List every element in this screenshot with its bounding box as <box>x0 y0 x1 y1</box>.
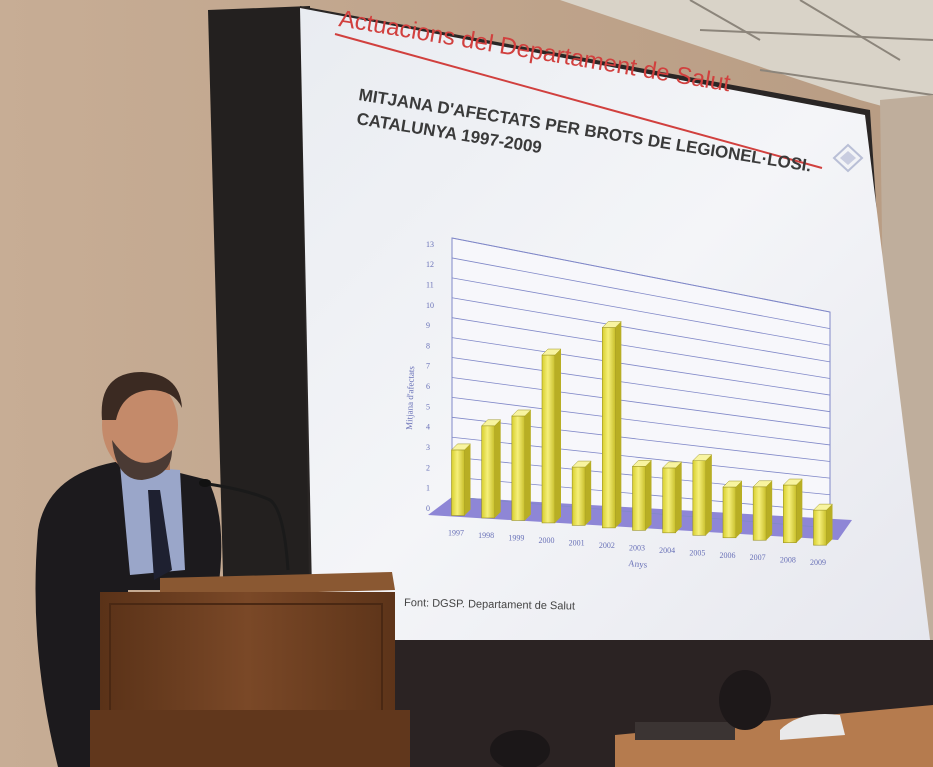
y-tick-label: 12 <box>426 260 434 269</box>
table-folder <box>635 722 735 740</box>
bar-side-2000 <box>555 349 561 523</box>
bar-2001 <box>571 466 586 526</box>
bar-side-2009 <box>826 504 833 546</box>
bar-side-2001 <box>585 461 592 526</box>
x-tick-labels: 1997 1998 1999 2000 2001 2002 2003 2004 2005 2006… <box>448 528 826 567</box>
audience-head-2 <box>490 730 550 767</box>
bars <box>450 321 834 546</box>
speaker-hair <box>101 372 182 420</box>
gridline <box>451 297 831 363</box>
x-tick-label: 2006 <box>720 551 736 560</box>
gridline <box>451 377 831 429</box>
y-tick-label: 1 <box>426 484 430 493</box>
x-tick-label: 2000 <box>539 536 555 545</box>
x-tick-label: 2004 <box>659 546 675 555</box>
gridline <box>451 396 831 446</box>
gridline <box>451 257 831 330</box>
bar-side-1997 <box>464 443 471 516</box>
bar-2005 <box>692 460 707 536</box>
bar-side-1998 <box>494 419 501 518</box>
bar-side-2005 <box>705 454 712 536</box>
x-tick-label: 2007 <box>750 553 766 562</box>
bar-side-1999 <box>524 409 531 521</box>
x-tick-label: 1998 <box>478 531 494 540</box>
podium-top <box>160 572 395 596</box>
gridline <box>451 237 831 313</box>
x-axis-label: Anys <box>628 558 648 570</box>
speaker-beard <box>112 440 172 480</box>
department-logo <box>832 143 864 173</box>
x-tick-label: 2003 <box>629 543 645 552</box>
x-tick-label: 2008 <box>780 556 796 565</box>
x-tick-label: 2002 <box>599 541 615 550</box>
bar-1997 <box>451 449 465 516</box>
y-tick-label: 0 <box>426 504 430 513</box>
bar-2002 <box>602 327 616 529</box>
bar-1998 <box>481 425 495 519</box>
x-tick-label: 2005 <box>689 548 705 557</box>
y-tick-label: 2 <box>426 463 430 472</box>
bar-side-2004 <box>675 461 682 533</box>
speaker-tie <box>148 490 172 580</box>
telephone <box>780 714 845 740</box>
bar-side-2007 <box>766 480 773 541</box>
y-tick-label: 6 <box>426 382 430 391</box>
gridline <box>451 337 831 396</box>
y-tick-label: 11 <box>426 280 434 289</box>
gridline <box>451 317 831 379</box>
y-tick-label: 3 <box>426 443 430 452</box>
y-axis-label: Mitjana d'afectats <box>404 365 416 430</box>
y-tick-label: 5 <box>426 402 430 411</box>
speaker <box>35 372 222 767</box>
bar-side-2006 <box>736 481 742 538</box>
bar-2008 <box>783 484 797 544</box>
microphone <box>199 479 290 571</box>
bar-2009 <box>813 509 827 546</box>
bar-1999 <box>511 415 526 521</box>
x-tick-label: 1999 <box>508 533 524 542</box>
y-tick-label: 8 <box>426 341 430 350</box>
bar-2003 <box>632 466 646 531</box>
audience-head <box>719 670 771 730</box>
y-tick-label: 4 <box>426 423 430 432</box>
y-tick-label: 9 <box>426 321 430 330</box>
side-table <box>615 705 933 767</box>
gridline <box>451 357 831 413</box>
bar-2007 <box>752 486 767 541</box>
y-tick-label: 7 <box>426 362 430 371</box>
bar-side-2003 <box>645 460 652 531</box>
bar-2004 <box>662 467 676 534</box>
bar-side-2002 <box>615 321 622 528</box>
slide-source: Font: DGSP. Departament de Salut <box>404 597 575 613</box>
x-tick-label: 1997 <box>448 528 464 537</box>
header-rule <box>334 33 823 169</box>
x-tick-label: 2001 <box>569 538 585 547</box>
ceiling <box>560 0 933 120</box>
y-tick-label: 13 <box>426 240 434 249</box>
bar-2000 <box>541 354 556 524</box>
bar-side-2008 <box>796 479 803 543</box>
x-tick-label: 2009 <box>810 558 826 567</box>
podium <box>90 572 410 767</box>
gridline <box>451 277 831 346</box>
bar-2006 <box>722 486 737 539</box>
y-tick-label: 10 <box>426 301 434 310</box>
